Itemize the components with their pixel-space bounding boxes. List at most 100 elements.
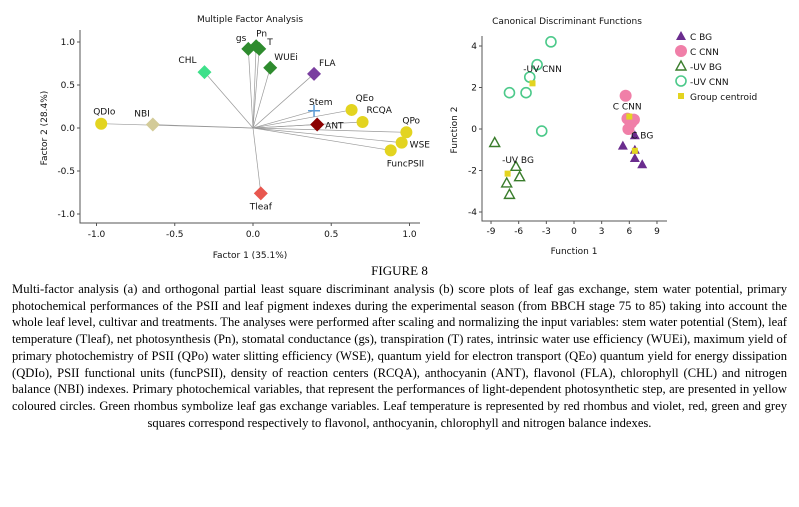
loading-line — [252, 127, 391, 151]
y-tick-label: -1.0 — [57, 210, 75, 220]
point-label: QEo — [356, 94, 375, 104]
legend-marker — [674, 59, 688, 71]
point-nbi — [145, 117, 160, 132]
point-funcpsii — [384, 144, 397, 157]
loading-line — [252, 109, 352, 129]
loading-line — [252, 127, 262, 194]
point--uv-cnn — [503, 86, 516, 99]
point-label: Stem — [309, 98, 333, 108]
point--uv-bg — [488, 136, 501, 148]
loading-line — [252, 73, 315, 129]
loading-line — [252, 48, 260, 129]
legend-marker — [676, 31, 686, 40]
point-ant — [310, 117, 325, 132]
loading-line — [252, 46, 257, 129]
point-t — [252, 41, 267, 56]
point--uv-cnn — [520, 86, 532, 99]
x-tick-label: 6 — [626, 227, 632, 237]
loading-line — [252, 127, 402, 143]
point-label: FLA — [319, 59, 336, 69]
loading-line — [204, 71, 254, 129]
x-tick-label: -9 — [487, 227, 496, 237]
group-centroid — [626, 113, 633, 120]
group-label: -UV CNN — [523, 65, 562, 75]
legend-marker — [678, 93, 684, 99]
x-tick-label: 9 — [654, 227, 660, 237]
group-centroid — [504, 170, 511, 177]
point-tleaf — [253, 186, 268, 201]
point-label: gs — [236, 34, 247, 44]
x-axis-label: Function 1 — [551, 247, 598, 257]
y-axis-label: Factor 2 (28.4%) — [40, 91, 50, 166]
chart-title: Canonical Discriminant Functions — [492, 17, 642, 27]
point-qdio — [95, 117, 108, 130]
point-stem — [308, 104, 321, 117]
y-tick-label: -2 — [468, 167, 477, 177]
point-c-bg — [637, 159, 648, 169]
point-wuei — [263, 60, 278, 75]
figure-charts: Multiple Factor Analysis -1.0 -0.5 0.0 0.5 1.… — [40, 15, 757, 261]
y-tick-label: 4 — [471, 42, 477, 52]
group-label: -UV BG — [502, 156, 534, 166]
point-label: Tleaf — [249, 202, 273, 212]
loading-line — [252, 127, 407, 133]
point-c-bg — [629, 153, 640, 163]
point-label: ANT — [325, 122, 344, 132]
point-label: RCQA — [367, 106, 393, 116]
point-label: WUEi — [274, 53, 298, 63]
point-wse — [395, 136, 408, 149]
point--uv-bg — [509, 159, 523, 172]
point--uv-bg — [500, 176, 513, 188]
point--uv-cnn — [535, 125, 548, 137]
point-c-bg — [617, 140, 628, 150]
group-label: C BG — [631, 131, 653, 141]
point-qeo — [345, 103, 358, 116]
legend-label: Group centroid — [690, 93, 757, 103]
y-tick-label: 0 — [471, 125, 477, 135]
x-tick-label: 1.0 — [402, 230, 417, 240]
figure-caption: Multi-factor analysis (a) and orthogonal… — [12, 282, 787, 430]
point-c-cnn — [625, 116, 638, 129]
point-label: T — [266, 38, 273, 48]
legend-marker — [675, 45, 687, 57]
x-tick-label: -3 — [542, 227, 551, 237]
point-label: QDIo — [93, 108, 116, 118]
legend-label: C CNN — [690, 48, 719, 58]
chart-title: Multiple Factor Analysis — [197, 15, 303, 25]
group-label: C CNN — [613, 102, 642, 112]
x-tick-label: -6 — [514, 227, 523, 237]
y-tick-label: -0.5 — [57, 167, 75, 177]
point-rcqa — [356, 115, 369, 128]
legend-marker — [675, 75, 687, 87]
point-qpo — [400, 126, 413, 139]
axes — [79, 30, 420, 224]
point-label: NBI — [134, 110, 150, 120]
x-tick-label: 3 — [599, 227, 605, 237]
x-tick-label: -0.5 — [166, 230, 184, 240]
x-tick-label: -1.0 — [88, 230, 106, 240]
loading-line — [247, 48, 254, 129]
point-label: WSE — [410, 141, 431, 151]
group-centroid — [631, 147, 638, 154]
y-tick-label: 0.0 — [61, 124, 76, 134]
point-c-bg — [629, 130, 640, 140]
point--uv-bg — [513, 170, 526, 182]
point-chl — [197, 65, 212, 80]
figure-label: FIGURE 8 — [371, 263, 428, 278]
y-axis-label: Function 2 — [450, 107, 460, 154]
legend-label: C BG — [690, 33, 712, 43]
point-c-cnn — [619, 89, 632, 102]
point--uv-cnn — [545, 36, 557, 48]
point--uv-bg — [503, 187, 516, 200]
point-label: CHL — [178, 56, 196, 66]
point-label: QPo — [402, 116, 420, 126]
legend-label: -UV BG — [690, 63, 722, 73]
legend-label: -UV CNN — [690, 78, 729, 88]
x-tick-label: 0.5 — [324, 230, 338, 240]
axes — [481, 36, 667, 222]
point-label: FuncPSII — [387, 159, 425, 169]
x-tick-label: 0.0 — [246, 230, 261, 240]
y-tick-label: 1.0 — [61, 38, 76, 48]
loading-line — [152, 124, 254, 129]
point--uv-cnn — [531, 58, 543, 71]
